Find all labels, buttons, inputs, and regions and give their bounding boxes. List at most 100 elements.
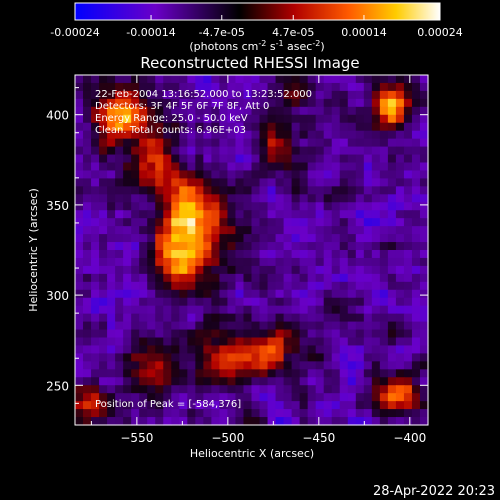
heatmap-cell <box>219 393 229 402</box>
heatmap-cell <box>115 154 124 164</box>
heatmap-cell <box>107 265 116 275</box>
heatmap-cell <box>123 98 132 108</box>
heatmap-cell <box>291 297 301 307</box>
heatmap-cell <box>331 194 341 203</box>
heatmap-cell <box>227 162 237 172</box>
heatmap-cell <box>307 154 317 164</box>
heatmap-cell <box>387 98 397 108</box>
heatmap-cell <box>331 170 341 179</box>
heatmap-cell <box>187 75 196 84</box>
heatmap-cell <box>179 257 188 267</box>
heatmap-cell <box>259 194 269 203</box>
heatmap-cell <box>371 114 381 124</box>
heatmap-cell <box>99 122 108 132</box>
heatmap-cell <box>107 257 116 267</box>
heatmap-cell <box>195 122 204 132</box>
heatmap-cell <box>299 178 309 187</box>
heatmap-cell <box>99 146 108 156</box>
heatmap-cell <box>307 265 317 275</box>
heatmap-cell <box>91 385 100 394</box>
heatmap-cell <box>371 409 381 418</box>
heatmap-cell <box>347 226 357 235</box>
heatmap-cell <box>323 297 333 307</box>
heatmap-cell <box>123 417 132 426</box>
heatmap-cell <box>171 234 180 243</box>
heatmap-cell <box>171 226 180 235</box>
heatmap-cell <box>203 170 212 179</box>
heatmap-cell <box>147 257 156 267</box>
heatmap-cell <box>219 265 229 275</box>
heatmap-cell <box>179 297 188 307</box>
heatmap-cell <box>411 210 421 219</box>
heatmap-cell <box>107 281 116 291</box>
heatmap-cell <box>139 337 148 347</box>
heatmap-cell <box>107 250 116 259</box>
heatmap-cell <box>291 138 301 148</box>
heatmap-cell <box>83 178 92 187</box>
colorbar-tick-label: 4.7e-05 <box>272 26 314 39</box>
heatmap-cell <box>243 361 253 370</box>
heatmap-cell <box>371 210 381 219</box>
heatmap-cell <box>75 281 84 291</box>
heatmap-cell <box>203 353 212 362</box>
heatmap-cell <box>75 210 84 219</box>
heatmap-cell <box>283 337 293 347</box>
heatmap-cell <box>251 393 261 402</box>
heatmap-cell <box>91 146 100 156</box>
heatmap-cell <box>243 202 253 211</box>
heatmap-cell <box>187 281 196 291</box>
heatmap-cell <box>155 138 164 148</box>
heatmap-cell <box>155 75 164 84</box>
heatmap-cell <box>307 114 317 124</box>
heatmap-cell <box>299 281 309 291</box>
heatmap-cell <box>115 162 124 172</box>
heatmap-cell <box>107 75 116 84</box>
heatmap-cell <box>131 154 140 164</box>
heatmap-cell <box>195 218 204 227</box>
heatmap-cell <box>371 289 381 299</box>
heatmap-cell <box>171 369 180 378</box>
heatmap-cell <box>251 218 261 227</box>
heatmap-cell <box>347 273 357 283</box>
heatmap-cell <box>75 138 84 148</box>
heatmap-cell <box>107 170 116 179</box>
heatmap-cell <box>371 281 381 291</box>
heatmap-cell <box>387 393 397 402</box>
heatmap-cell <box>363 305 373 315</box>
heatmap-cell <box>179 329 188 339</box>
heatmap-cell <box>179 138 188 148</box>
heatmap-cell <box>75 345 84 354</box>
heatmap-cell <box>363 265 373 275</box>
heatmap-cell <box>259 234 269 243</box>
heatmap-cell <box>371 194 381 203</box>
heatmap-cell <box>227 265 237 275</box>
heatmap-cell <box>187 377 196 386</box>
heatmap-cell <box>187 257 196 267</box>
heatmap-cell <box>147 202 156 211</box>
heatmap-cell <box>211 281 221 291</box>
heatmap-cell <box>243 337 253 347</box>
heatmap-cell <box>291 353 301 362</box>
heatmap-cell <box>83 297 92 307</box>
heatmap-cell <box>163 273 172 283</box>
heatmap-cell <box>139 305 148 315</box>
heatmap-cell <box>227 313 237 323</box>
heatmap-cell <box>275 329 285 339</box>
heatmap-cell <box>403 281 413 291</box>
heatmap-cell <box>299 289 309 299</box>
heatmap-cell <box>291 250 301 259</box>
heatmap-cell <box>355 281 365 291</box>
heatmap-cell <box>419 401 429 410</box>
heatmap-cell <box>123 82 132 92</box>
heatmap-cell <box>203 401 212 410</box>
heatmap-cell <box>419 90 429 100</box>
heatmap-cell <box>379 178 389 187</box>
heatmap-cell <box>107 409 116 418</box>
heatmap-cell <box>147 122 156 132</box>
heatmap-cell <box>99 345 108 354</box>
heatmap-cell <box>323 337 333 347</box>
heatmap-cell <box>203 329 212 339</box>
heatmap-cell <box>115 345 124 354</box>
heatmap-cell <box>275 337 285 347</box>
heatmap-cell <box>323 345 333 354</box>
